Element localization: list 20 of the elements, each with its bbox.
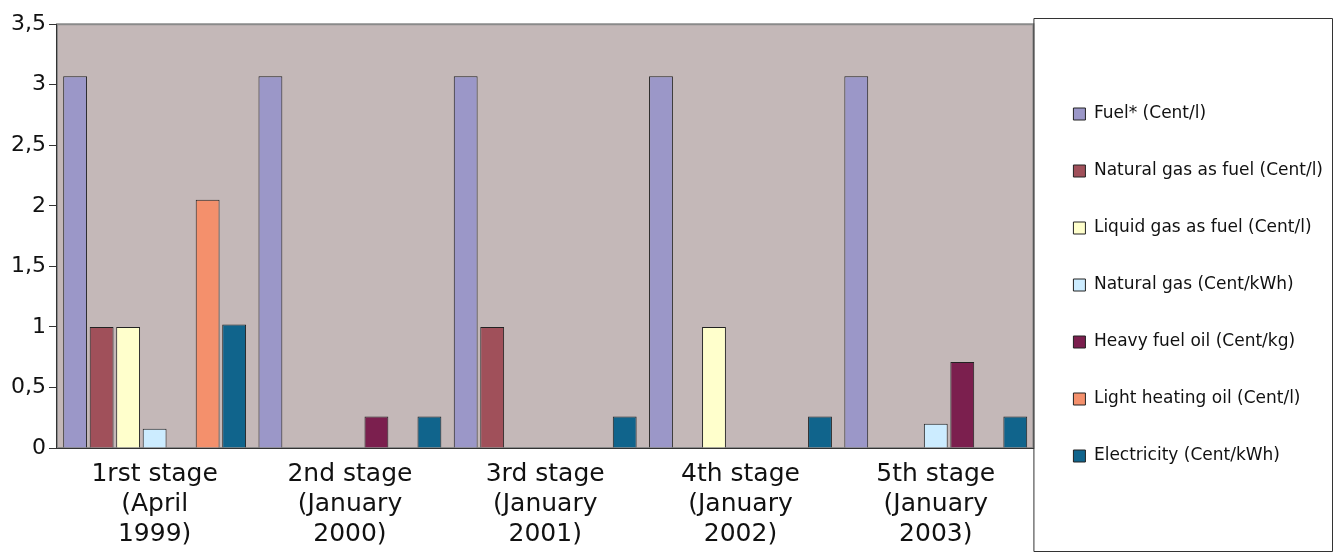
y-tick-label: 0,5 bbox=[10, 373, 46, 399]
y-tick-label: 3 bbox=[31, 70, 46, 96]
x-tick-label: 2nd stage (January 2000) bbox=[287, 457, 413, 547]
legend-label: Liquid gas as fuel (Cent/l) bbox=[1093, 216, 1312, 237]
y-tick-label: 1,5 bbox=[10, 252, 46, 278]
y-tick-label: 1 bbox=[31, 312, 46, 338]
legend-label: Natural gas as fuel (Cent/l) bbox=[1093, 159, 1324, 180]
legend-label: Light heating oil (Cent/l) bbox=[1093, 387, 1301, 408]
y-tick-label: 2 bbox=[31, 191, 46, 217]
legend-label: Electricity (Cent/kWh) bbox=[1093, 444, 1280, 465]
y-tick-label: 2,5 bbox=[10, 131, 46, 156]
y-tick-label: 0 bbox=[31, 433, 46, 459]
legend-label: Heavy fuel oil (Cent/kg) bbox=[1093, 330, 1296, 351]
x-tick-label: 5th stage (January 2003) bbox=[876, 457, 996, 547]
x-tick-label: 3rd stage (January 2001) bbox=[485, 457, 605, 547]
y-tick-label: 3,5 bbox=[10, 9, 46, 35]
legend-label: Natural gas (Cent/kWh) bbox=[1093, 273, 1294, 294]
x-tick-label: 4th stage (January 2002) bbox=[681, 457, 800, 547]
x-tick-label: 1rst stage (April 1999) bbox=[91, 457, 218, 547]
legend-label: Fuel* (Cent/l) bbox=[1093, 102, 1207, 123]
